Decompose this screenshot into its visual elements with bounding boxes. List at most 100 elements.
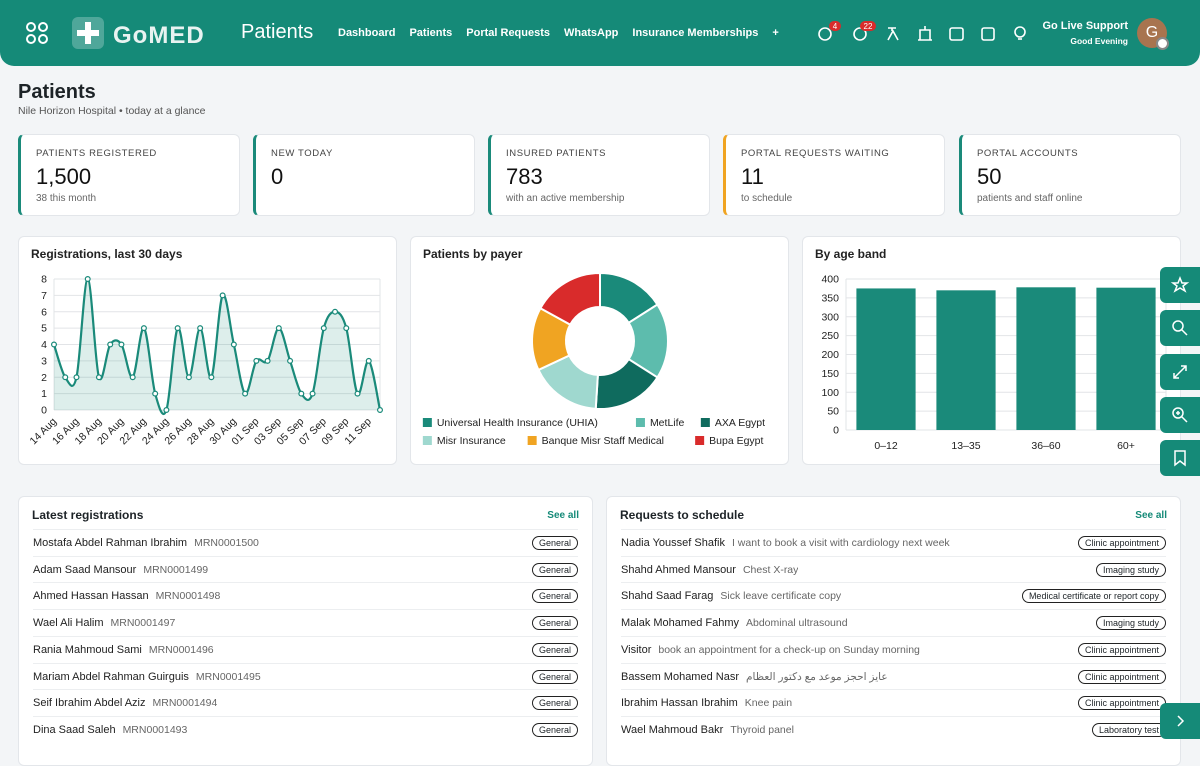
y-tick-label: 400 [821,274,839,286]
side-button[interactable] [1160,354,1200,390]
x-tick-label: 60+ [1117,440,1135,452]
line-point [332,308,339,315]
icon [1174,450,1186,467]
legend-swatch [695,436,705,445]
line-point [62,374,69,381]
stat-card: INSURED PATIENTS 783 with an active member… [488,134,710,216]
pie-slice [539,271,601,326]
row-tag: Clinic appointment [1077,696,1166,711]
row-detail: MRN0001499 [143,563,209,576]
side-button[interactable] [1160,440,1200,476]
chart-title: Patients by payer [423,247,523,261]
status-dot [1156,37,1169,50]
nav-item[interactable]: Dashboard [338,27,396,39]
stat-note: to schedule [741,193,793,204]
list-row: Shahd Ahmed Mansour Chest X-ray Imaging st… [621,555,1166,583]
side-icon [1173,365,1187,379]
row-name: Nadia Youssef Shafik [621,537,725,549]
header-title: Patients [241,21,314,43]
badge: 22 [864,22,873,31]
line-point [107,341,114,348]
y-tick-label: 1 [41,388,47,400]
stat-label: INSURED PATIENTS [506,148,607,159]
side-button[interactable] [1160,310,1200,346]
legend-swatch [635,418,645,427]
nav-item[interactable]: + [772,27,779,39]
row-name: Mostafa Abdel Rahman Ibrahim [33,537,188,549]
line-point [163,407,170,414]
list-card: Latest registrations See all Mostafa Abdel… [18,496,593,766]
stat-note: patients and staff online [977,193,1083,204]
line-point [152,390,159,397]
stat-card: NEW TODAY 0 [253,134,475,216]
line-point [377,407,384,414]
page-subtitle: Nile Horizon Hospital • today at a glanc… [18,105,206,117]
y-tick-label: 300 [821,311,839,323]
line-point [230,341,237,348]
toolbar-icons[interactable]: 4 22 [810,18,1040,48]
line-point [129,374,136,381]
row-tag: Medical certificate or report copy [1021,589,1166,604]
nav-item[interactable]: Patients [409,27,453,39]
legend-label: Bupa Egypt [709,435,763,447]
legend-swatch [700,418,710,427]
row-name: Shahd Ahmed Mansour [621,563,736,576]
greeting: Good Evening [1070,36,1128,46]
side-button[interactable] [1160,397,1200,433]
list-row: Shahd Saad Farag Sick leave certificate c… [621,582,1166,609]
row-tag: General [531,642,578,657]
row-detail: I want to book a visit with cardiology n… [731,537,950,549]
line-point [275,325,282,332]
list-row: Seif Ibrahim Abdel Aziz MRN0001494 General [33,689,578,716]
logo-text: GoMED [113,22,205,49]
see-all-link[interactable]: See all [547,510,579,521]
row-detail: book an appointment for a check-up on Su… [658,643,920,656]
row-detail: MRN0001500 [194,537,259,549]
line-point [84,275,91,282]
row-name: Adam Saad Mansour [33,563,137,576]
side-button[interactable] [1160,703,1200,739]
icon [1172,407,1188,423]
list-row: Visitor book an appointment for a check-u… [621,635,1166,663]
list-card: Requests to schedule See all Nadia Youssef… [606,496,1181,766]
stat-value: 0 [271,164,284,189]
chart: By age band 0 50 100 150 200 250 300 350 400 0–12 1… [815,247,1167,452]
icon [1170,275,1190,293]
row-name: Ibrahim Hassan Ibrahim [621,697,738,710]
row-detail: Sick leave certificate copy [720,590,842,603]
page-title: Patients [18,81,96,103]
row-name: Dina Saad Saleh [33,723,116,736]
row-tag: Imaging study [1095,616,1166,631]
line-point [298,390,305,397]
y-tick-label: 5 [41,323,47,335]
stat-card: PATIENTS REGISTERED 1,500 38 this month [18,134,240,216]
x-tick-label: 13–35 [951,440,980,452]
chart-title: Registrations, last 30 days [31,247,183,261]
nav-item[interactable]: WhatsApp [564,27,619,39]
list-row: Wael Mahmoud Bakr Thyroid panel Laboratory… [621,715,1166,743]
stat-card: PORTAL REQUESTS WAITING 11 to schedule [723,134,945,216]
nav-item[interactable]: Portal Requests [466,27,551,39]
row-tag: General [531,616,578,631]
row-detail: Knee pain [744,697,793,710]
line-point [253,357,260,364]
side-icon [1177,715,1185,727]
row-tag: General [531,536,578,550]
side-icon [1172,407,1188,423]
row-detail: عايز احجز موعد مع دكتور العظام [746,670,888,683]
list-row: Dina Saad Saleh MRN0001493 General [33,715,578,743]
list-row: Ibrahim Hassan Ibrahim Knee pain Clinic ap… [621,689,1166,716]
see-all-link[interactable]: See all [1135,510,1167,521]
row-name: Mariam Abdel Rahman Guirguis [33,670,189,683]
y-tick-label: 4 [41,339,47,351]
side-button[interactable] [1160,267,1200,303]
apps-icon[interactable] [26,22,48,44]
side-icon [1172,320,1188,336]
row-name: Visitor [621,643,652,656]
y-tick-label: 350 [821,292,839,304]
row-tag: General [531,562,578,577]
y-tick-label: 6 [41,306,47,318]
stat-label: PATIENTS REGISTERED [36,148,157,159]
nav-item[interactable]: Insurance Memberships [632,27,759,39]
line-point [197,325,204,332]
